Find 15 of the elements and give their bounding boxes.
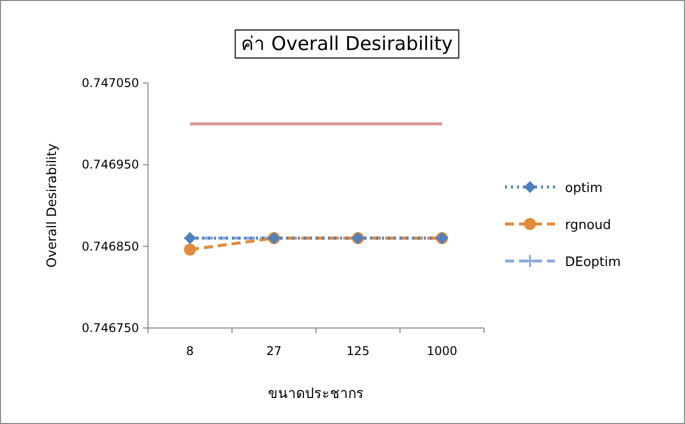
y-tick-label: 0.746750 bbox=[82, 321, 139, 335]
x-tick-label: 125 bbox=[346, 344, 370, 358]
legend-label: DEoptim bbox=[565, 255, 621, 270]
chart-title: ค่า Overall Desirability bbox=[241, 33, 453, 55]
x-tick-label: 1000 bbox=[426, 344, 458, 358]
y-axis-title: Overall Desirability bbox=[45, 143, 60, 268]
y-tick-label: 0.746950 bbox=[82, 158, 139, 172]
y-tick-label: 0.747050 bbox=[82, 76, 139, 90]
x-tick-label: 8 bbox=[186, 344, 194, 358]
legend-label: rgnoud bbox=[565, 218, 612, 233]
title: ค่า Overall Desirability bbox=[234, 30, 460, 58]
x-tick-label: 27 bbox=[266, 344, 282, 358]
x-axis-title: ขนาดประชากร bbox=[268, 386, 364, 402]
legend-label: optim bbox=[565, 181, 603, 196]
y-tick-label: 0.746850 bbox=[82, 239, 139, 254]
